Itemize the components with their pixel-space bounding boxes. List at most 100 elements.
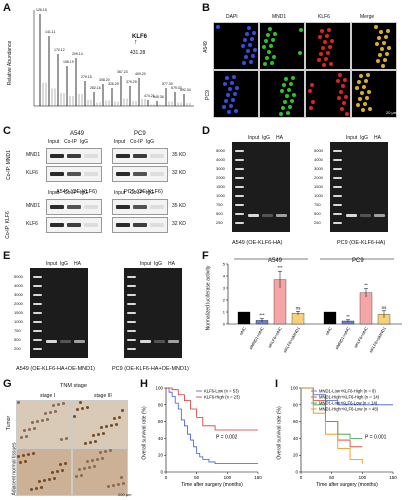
ladder-band	[33, 312, 42, 314]
spectrum-peak-label: 577.30	[162, 82, 173, 86]
cell-nucleus	[330, 39, 334, 43]
ladder-band	[333, 222, 342, 224]
stained-cell	[46, 418, 49, 421]
cell-nucleus	[327, 28, 331, 32]
stained-cell	[65, 437, 68, 440]
blot-band	[150, 172, 164, 176]
ladder-band	[127, 312, 136, 314]
luciferase-ylabel: Normalized luciferase activity	[205, 265, 212, 331]
ladder-size-label: 3000	[314, 166, 323, 171]
coip-band-label: KLF6	[26, 221, 38, 227]
cell-nucleus	[365, 96, 369, 100]
stained-cell	[101, 457, 104, 460]
luciferase-category-label: siMND1+siNC	[248, 326, 265, 350]
western-blot	[112, 148, 168, 164]
cell-nucleus	[322, 63, 326, 67]
cell-nucleus	[282, 83, 286, 87]
ladder-size-label: 5000	[14, 274, 23, 279]
ladder-size-label: 250	[216, 220, 223, 225]
cell-nucleus	[287, 88, 291, 92]
cell-nucleus	[235, 86, 239, 90]
ladder-band	[235, 195, 244, 197]
ladder-size-label: 1500	[216, 184, 225, 189]
stained-cell	[102, 432, 105, 435]
agarose-gel	[30, 268, 88, 358]
gel-e-caption-a549: A549 (OE-KLF6-HA+OE-MND1)	[16, 366, 96, 372]
ladder-band	[33, 348, 42, 350]
western-blot	[46, 148, 102, 164]
cell-nucleus	[358, 97, 362, 101]
ladder-size-label: 5000	[314, 148, 323, 153]
stained-cell	[24, 460, 27, 463]
cell-nucleus	[366, 73, 370, 77]
stained-cell	[86, 460, 89, 463]
survival-ytick: 0	[160, 470, 163, 475]
stained-cell	[110, 424, 113, 427]
cell-nucleus	[227, 110, 231, 114]
cell-nucleus	[273, 32, 277, 36]
gel-lane-label: Input	[46, 261, 58, 267]
stained-cell	[38, 480, 41, 483]
survival-ytick: 0	[295, 470, 298, 475]
coip-size-label: 32 KD	[172, 170, 186, 176]
spectrum-peak-label: 326.29	[108, 82, 119, 86]
spectrum-peak-label: 692.34	[180, 88, 191, 92]
stained-cell	[105, 425, 108, 428]
panel-label-e: E	[3, 250, 11, 262]
survival-ytick: 20	[158, 453, 164, 458]
cell-nucleus	[378, 53, 382, 57]
cell-nucleus	[268, 27, 272, 31]
gel-band	[46, 340, 57, 343]
stained-cell	[23, 429, 26, 432]
ladder-size-label: 250	[314, 220, 321, 225]
cell-nucleus	[243, 38, 247, 42]
survival-chart-klf6: 0 20 40 60 80 100 0 50 100 150 Time after surgery …	[155, 386, 262, 489]
stained-cell	[35, 487, 38, 490]
cell-nucleus	[360, 91, 364, 95]
blot-band	[133, 205, 147, 209]
coip-oe-a549: A549 (OE-KLF6)	[56, 189, 97, 195]
luciferase-group-pc9: PC9	[352, 258, 364, 264]
ladder-size-label: 750	[14, 328, 21, 333]
luciferase-bar	[237, 311, 251, 325]
cell-nucleus	[385, 52, 389, 56]
cell-nucleus	[270, 61, 274, 65]
cell-nucleus	[216, 25, 220, 29]
cell-nucleus	[223, 82, 227, 86]
ihc-col-stage3: stage III	[94, 393, 112, 399]
cell-nucleus	[364, 79, 368, 83]
ihc-image	[16, 400, 72, 448]
ladder-band	[33, 276, 42, 278]
cell-nucleus	[318, 35, 322, 39]
gel-band	[248, 214, 259, 217]
agarose-gel	[232, 142, 290, 232]
coip-lane-label: Input	[114, 190, 126, 196]
coip-size-label: 35 KD	[172, 203, 186, 209]
blot-band	[50, 205, 64, 209]
luciferase-group-a549: A549	[268, 258, 283, 264]
stained-cell	[122, 482, 125, 485]
ladder-band	[333, 150, 342, 152]
cell-nucleus	[271, 38, 275, 42]
survival-p-value: P = 0.001	[365, 434, 387, 440]
ladder-band	[235, 222, 244, 224]
cell-nucleus	[262, 45, 266, 49]
micro-row-pc9: PC9	[204, 90, 211, 100]
gel-band	[74, 340, 85, 343]
blot-band	[84, 172, 98, 176]
spectrum-peak-label: 379.29	[126, 80, 137, 84]
gel-band	[140, 340, 151, 343]
coip-lane-label: Co-IP	[130, 139, 143, 145]
blot-band	[50, 172, 64, 176]
coip-group-pc9: PC9	[134, 131, 146, 137]
cell-nucleus	[233, 92, 237, 96]
survival-legend-label: MND1-High+KLF6-Low (n = 48)	[319, 407, 379, 412]
western-blot	[112, 199, 168, 215]
ladder-size-label: 2000	[314, 175, 323, 180]
survival-xlabel: Time after surgery (months)	[181, 482, 243, 488]
stained-cell	[49, 411, 52, 414]
luciferase-category-label: siKLF6+siNC	[267, 326, 283, 349]
spectrum-peak-label: 409.20	[135, 72, 146, 76]
stained-cell	[118, 416, 121, 419]
survival-curve	[166, 387, 258, 431]
